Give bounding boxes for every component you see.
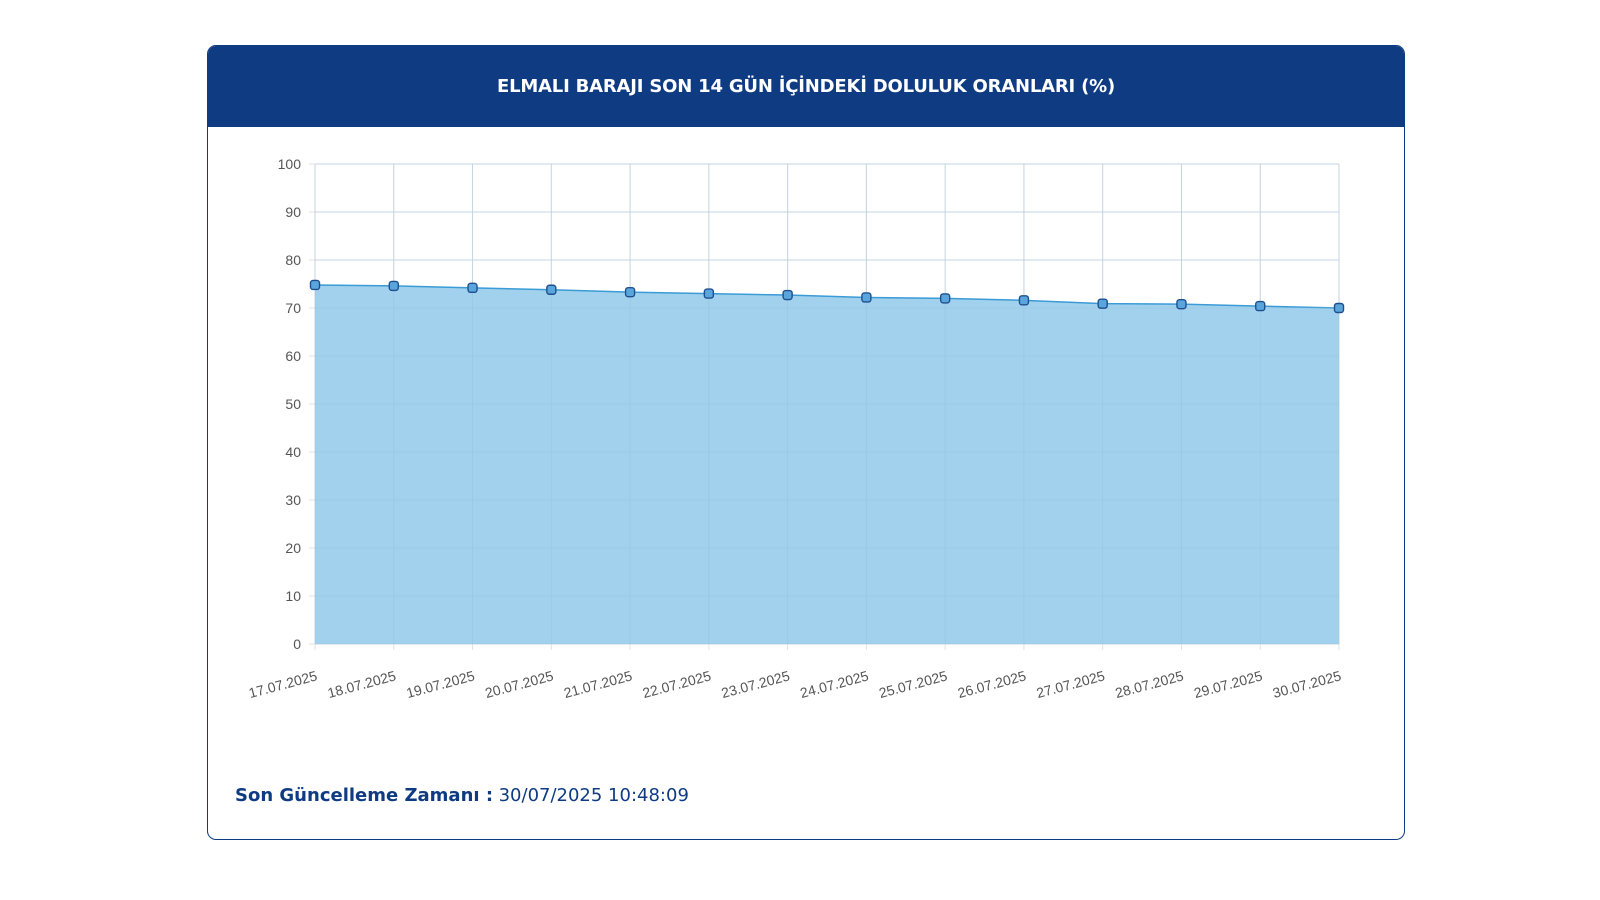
y-tick-label: 30 [285, 492, 301, 508]
card-header: ELMALI BARAJI SON 14 GÜN İÇİNDEKİ DOLULU… [208, 46, 1404, 127]
data-point [1097, 298, 1108, 309]
data-point [467, 282, 478, 294]
x-tick-label: 26.07.2025 [956, 667, 1028, 701]
y-tick-label: 50 [285, 396, 301, 412]
y-tick-label: 60 [285, 348, 301, 364]
y-tick-label: 0 [293, 636, 301, 652]
x-tick-label: 22.07.2025 [641, 667, 713, 701]
series-area-fill [315, 284, 1339, 644]
y-tick-label: 100 [278, 156, 302, 172]
data-point [546, 284, 557, 295]
y-tick-label: 20 [285, 540, 301, 556]
data-point [1176, 298, 1187, 310]
x-tick-label: 27.07.2025 [1035, 667, 1107, 701]
last-update-value: 30/07/2025 10:48:09 [498, 785, 689, 806]
x-tick-label: 17.07.2025 [247, 667, 319, 701]
x-tick-label: 28.07.2025 [1113, 667, 1185, 701]
x-tick-label: 19.07.2025 [404, 667, 476, 701]
x-tick-label: 21.07.2025 [562, 667, 634, 701]
x-tick-label: 23.07.2025 [720, 667, 792, 701]
last-update-label: Son Güncelleme Zamanı : [235, 785, 494, 806]
chart-area: 0 10 20 30 40 50 60 70 80 90 100 17.07.2025 18.07.2… [208, 127, 1403, 767]
last-update: Son Güncelleme Zamanı : 30/07/2025 10:48… [235, 784, 689, 807]
data-point [1333, 302, 1345, 314]
data-point [388, 280, 399, 292]
x-tick-label: 29.07.2025 [1192, 667, 1264, 701]
y-tick-label: 90 [285, 204, 301, 220]
series-area [314, 163, 1340, 645]
y-tick-label: 10 [285, 588, 301, 604]
data-point [782, 289, 793, 301]
data-point [1255, 300, 1266, 312]
data-points [309, 279, 1345, 314]
chart-title: ELMALI BARAJI SON 14 GÜN İÇİNDEKİ DOLULU… [496, 76, 1115, 97]
y-axis: 0 10 20 30 40 50 60 70 80 90 100 [278, 156, 302, 652]
data-point [939, 293, 951, 304]
data-point [309, 279, 321, 291]
chart-card: ELMALI BARAJI SON 14 GÜN İÇİNDEKİ DOLULU… [207, 45, 1405, 840]
x-tick-label: 24.07.2025 [798, 667, 870, 701]
x-tick-label: 18.07.2025 [326, 667, 398, 701]
x-tick-label: 25.07.2025 [877, 667, 949, 701]
series-line [314, 284, 1340, 309]
y-tick-label: 80 [285, 252, 301, 268]
x-axis: 17.07.2025 18.07.2025 19.07.2025 20.07.2025… [247, 667, 1343, 701]
fill-rate-chart: 0 10 20 30 40 50 60 70 80 90 100 17.07.2025 18.07.2… [247, 156, 1345, 701]
x-tick-label: 30.07.2025 [1271, 667, 1343, 701]
data-point [703, 288, 715, 299]
data-point [1018, 295, 1030, 306]
y-tick-label: 70 [285, 300, 301, 316]
y-tick-label: 40 [285, 444, 301, 460]
x-tick-label: 20.07.2025 [483, 667, 555, 701]
data-point [861, 292, 872, 303]
data-point [624, 286, 636, 298]
